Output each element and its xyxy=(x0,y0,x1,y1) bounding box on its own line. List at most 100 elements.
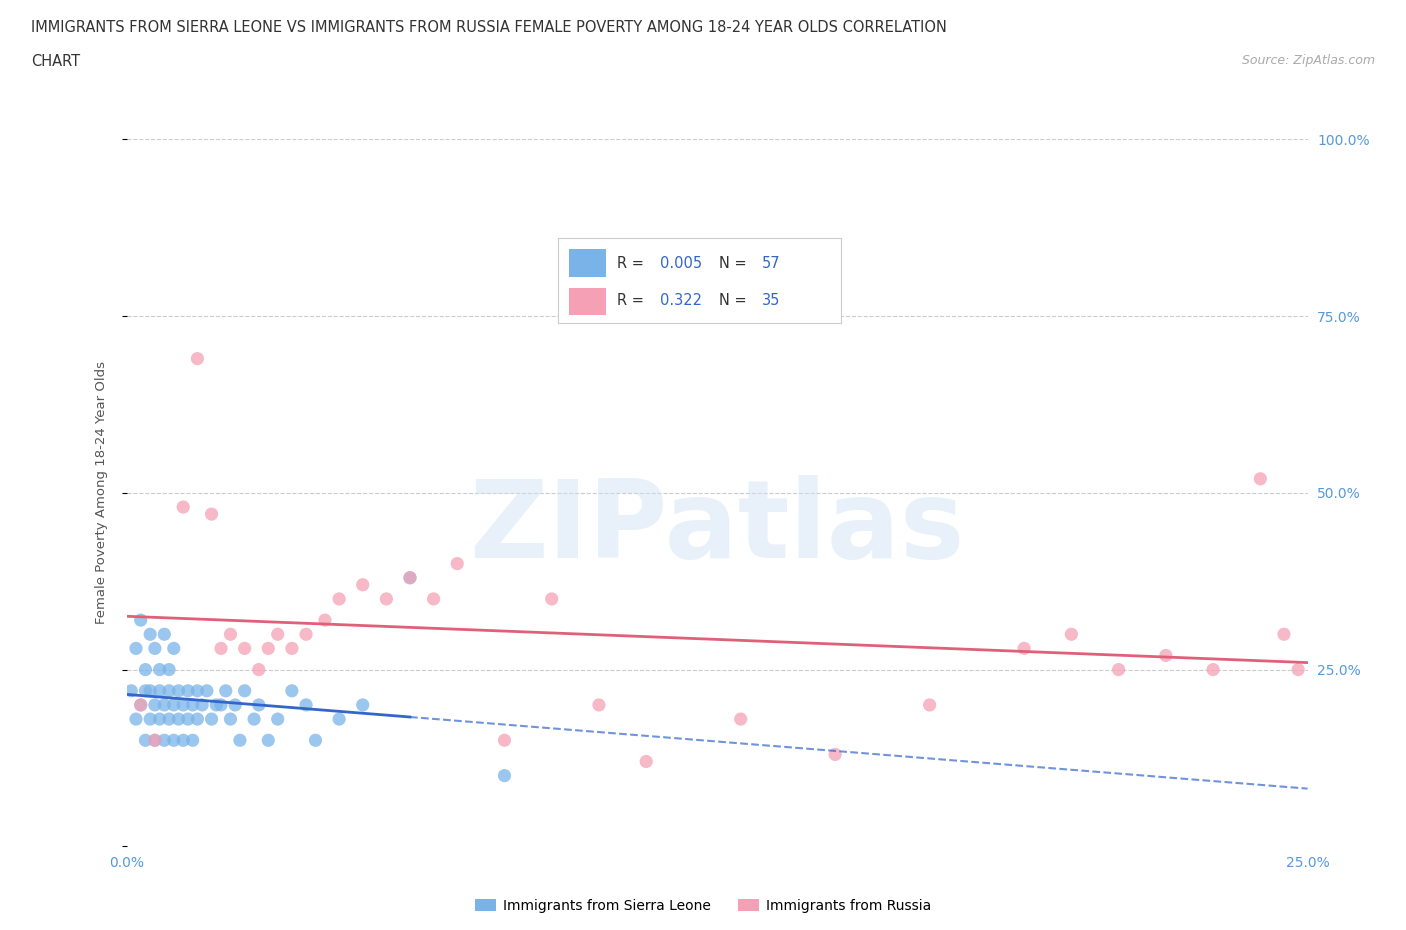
Point xyxy=(304,733,326,748)
Point xyxy=(134,733,156,748)
Point xyxy=(186,684,208,698)
Point xyxy=(588,698,610,712)
Point xyxy=(129,613,152,628)
Point xyxy=(200,507,222,522)
Point xyxy=(215,684,238,698)
Point xyxy=(219,627,242,642)
Bar xyxy=(569,287,606,314)
Point xyxy=(295,627,318,642)
Point xyxy=(352,698,374,712)
Point xyxy=(125,641,148,656)
Point xyxy=(177,711,200,726)
Point xyxy=(191,698,214,712)
Point xyxy=(540,591,562,606)
Point xyxy=(730,711,752,726)
Point xyxy=(281,684,304,698)
Text: 35: 35 xyxy=(762,293,780,308)
Point xyxy=(375,591,398,606)
Point xyxy=(149,684,172,698)
Point xyxy=(494,768,516,783)
Point xyxy=(1012,641,1035,656)
Point xyxy=(1249,472,1271,486)
Point xyxy=(167,684,190,698)
Point xyxy=(224,698,246,712)
Point xyxy=(153,733,176,748)
Point xyxy=(125,711,148,726)
Point xyxy=(824,747,846,762)
Point xyxy=(219,711,242,726)
Point xyxy=(233,684,256,698)
Point xyxy=(149,711,172,726)
Text: 0.322: 0.322 xyxy=(659,293,702,308)
Point xyxy=(1202,662,1225,677)
Point xyxy=(139,627,162,642)
Point xyxy=(1154,648,1177,663)
Point xyxy=(153,627,176,642)
Point xyxy=(139,684,162,698)
Point xyxy=(233,641,256,656)
Point xyxy=(149,662,172,677)
Point xyxy=(172,698,194,712)
Point xyxy=(1108,662,1130,677)
Point xyxy=(257,733,280,748)
Point xyxy=(636,754,658,769)
Text: N =: N = xyxy=(720,293,751,308)
Point xyxy=(1060,627,1083,642)
Point xyxy=(267,711,290,726)
Point xyxy=(247,698,270,712)
Point xyxy=(494,733,516,748)
Point xyxy=(195,684,218,698)
Point xyxy=(200,711,222,726)
Point xyxy=(328,591,350,606)
Point xyxy=(399,570,422,585)
Text: CHART: CHART xyxy=(31,54,80,69)
Point xyxy=(267,627,290,642)
Point xyxy=(163,641,186,656)
Text: 57: 57 xyxy=(762,257,780,272)
Point xyxy=(157,684,180,698)
Point xyxy=(295,698,318,712)
Point xyxy=(422,591,444,606)
Point xyxy=(205,698,228,712)
Point xyxy=(134,684,156,698)
Point xyxy=(257,641,280,656)
Point xyxy=(139,711,162,726)
Text: IMMIGRANTS FROM SIERRA LEONE VS IMMIGRANTS FROM RUSSIA FEMALE POVERTY AMONG 18-2: IMMIGRANTS FROM SIERRA LEONE VS IMMIGRAN… xyxy=(31,20,946,35)
Point xyxy=(181,733,204,748)
Text: R =: R = xyxy=(617,293,648,308)
Point xyxy=(181,698,204,712)
Point xyxy=(143,733,166,748)
Point xyxy=(186,352,208,366)
Point xyxy=(163,733,186,748)
Legend: Immigrants from Sierra Leone, Immigrants from Russia: Immigrants from Sierra Leone, Immigrants… xyxy=(470,894,936,919)
Point xyxy=(129,698,152,712)
Y-axis label: Female Poverty Among 18-24 Year Olds: Female Poverty Among 18-24 Year Olds xyxy=(96,362,108,624)
Point xyxy=(157,662,180,677)
Bar xyxy=(569,249,606,276)
Point xyxy=(157,711,180,726)
Point xyxy=(281,641,304,656)
Point xyxy=(314,613,336,628)
Point xyxy=(247,662,270,677)
Text: 0.005: 0.005 xyxy=(659,257,702,272)
Text: Source: ZipAtlas.com: Source: ZipAtlas.com xyxy=(1241,54,1375,67)
Point xyxy=(243,711,266,726)
Point xyxy=(1286,662,1309,677)
Point xyxy=(143,733,166,748)
Point xyxy=(352,578,374,592)
Point xyxy=(1272,627,1295,642)
Point xyxy=(186,711,208,726)
Point xyxy=(229,733,252,748)
Point xyxy=(172,499,194,514)
Point xyxy=(918,698,941,712)
Point xyxy=(328,711,350,726)
Point xyxy=(446,556,468,571)
Text: R =: R = xyxy=(617,257,648,272)
Point xyxy=(177,684,200,698)
Point xyxy=(167,711,190,726)
Text: N =: N = xyxy=(720,257,751,272)
Point xyxy=(143,698,166,712)
Text: ZIPatlas: ZIPatlas xyxy=(470,475,965,581)
Point xyxy=(153,698,176,712)
Point xyxy=(209,641,232,656)
